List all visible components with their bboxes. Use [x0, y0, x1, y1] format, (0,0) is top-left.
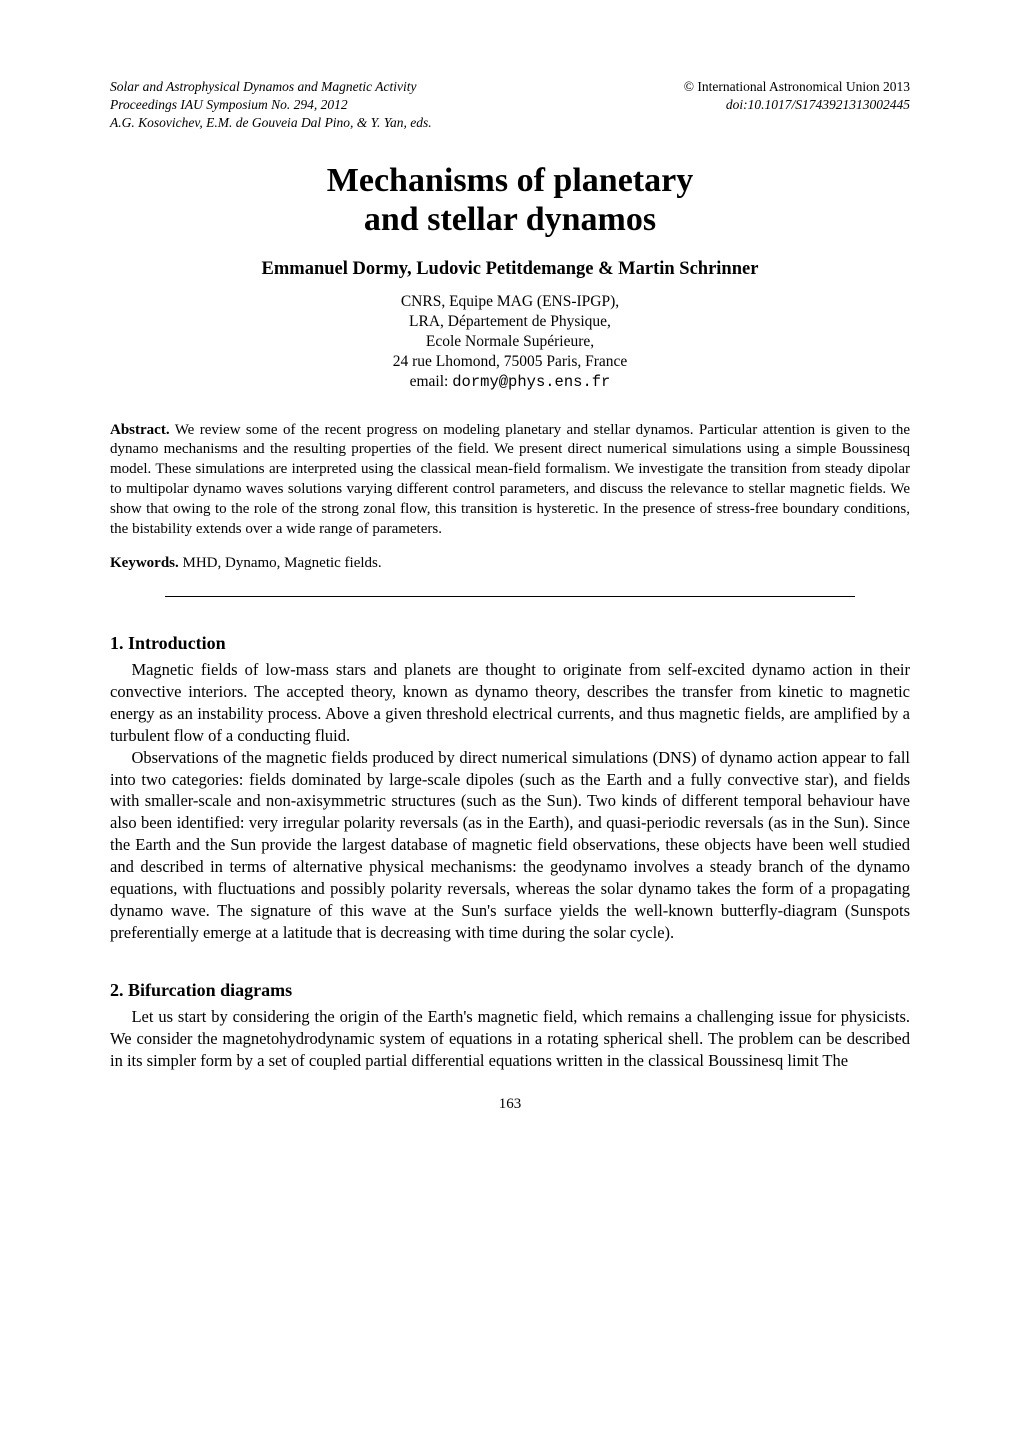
paper-title: Mechanisms of planetary and stellar dyna… [110, 161, 910, 239]
section-rule [165, 596, 855, 597]
section-1-p2: Observations of the magnetic fields prod… [110, 747, 910, 944]
affil-line-1: CNRS, Equipe MAG (ENS-IPGP), [110, 292, 910, 312]
header-copyright: © International Astronomical Union 2013 [684, 79, 910, 94]
authors: Emmanuel Dormy, Ludovic Petitdemange & M… [110, 257, 910, 282]
abstract-text: We review some of the recent progress on… [110, 422, 910, 537]
title-line-2: and stellar dynamos [364, 201, 656, 238]
affil-line-2: LRA, Département de Physique, [110, 312, 910, 332]
keywords-label: Keywords. [110, 555, 179, 571]
affil-line-3: Ecole Normale Supérieure, [110, 332, 910, 352]
header-editors: A.G. Kosovichev, E.M. de Gouveia Dal Pin… [110, 114, 432, 132]
abstract-label: Abstract. [110, 422, 170, 438]
affil-line-4: 24 rue Lhomond, 75005 Paris, France [110, 352, 910, 372]
title-line-1: Mechanisms of planetary [327, 162, 693, 199]
affiliation: CNRS, Equipe MAG (ENS-IPGP), LRA, Départ… [110, 292, 910, 393]
section-1-heading: 1. Introduction [110, 631, 910, 655]
spacer [110, 944, 910, 968]
keywords-text: MHD, Dynamo, Magnetic fields. [179, 555, 382, 571]
header-right: © International Astronomical Union 2013 … [684, 78, 910, 133]
header-left: Solar and Astrophysical Dynamos and Magn… [110, 78, 432, 133]
page-number: 163 [110, 1094, 910, 1114]
section-1-p1: Magnetic fields of low-mass stars and pl… [110, 659, 910, 747]
affil-email-line: email: dormy@phys.ens.fr [110, 372, 910, 392]
abstract-block: Abstract. We review some of the recent p… [110, 421, 910, 540]
header-proceedings: Proceedings IAU Symposium No. 294, 2012 [110, 96, 432, 114]
email-prefix: email: [410, 373, 453, 390]
keywords-block: Keywords. MHD, Dynamo, Magnetic fields. [110, 553, 910, 573]
running-header: Solar and Astrophysical Dynamos and Magn… [110, 78, 910, 133]
author-email: dormy@phys.ens.fr [452, 373, 610, 391]
header-series-title: Solar and Astrophysical Dynamos and Magn… [110, 78, 432, 96]
section-2-heading: 2. Bifurcation diagrams [110, 978, 910, 1002]
section-2-p1: Let us start by considering the origin o… [110, 1006, 910, 1072]
header-doi: doi:10.1017/S1743921313002445 [684, 96, 910, 114]
